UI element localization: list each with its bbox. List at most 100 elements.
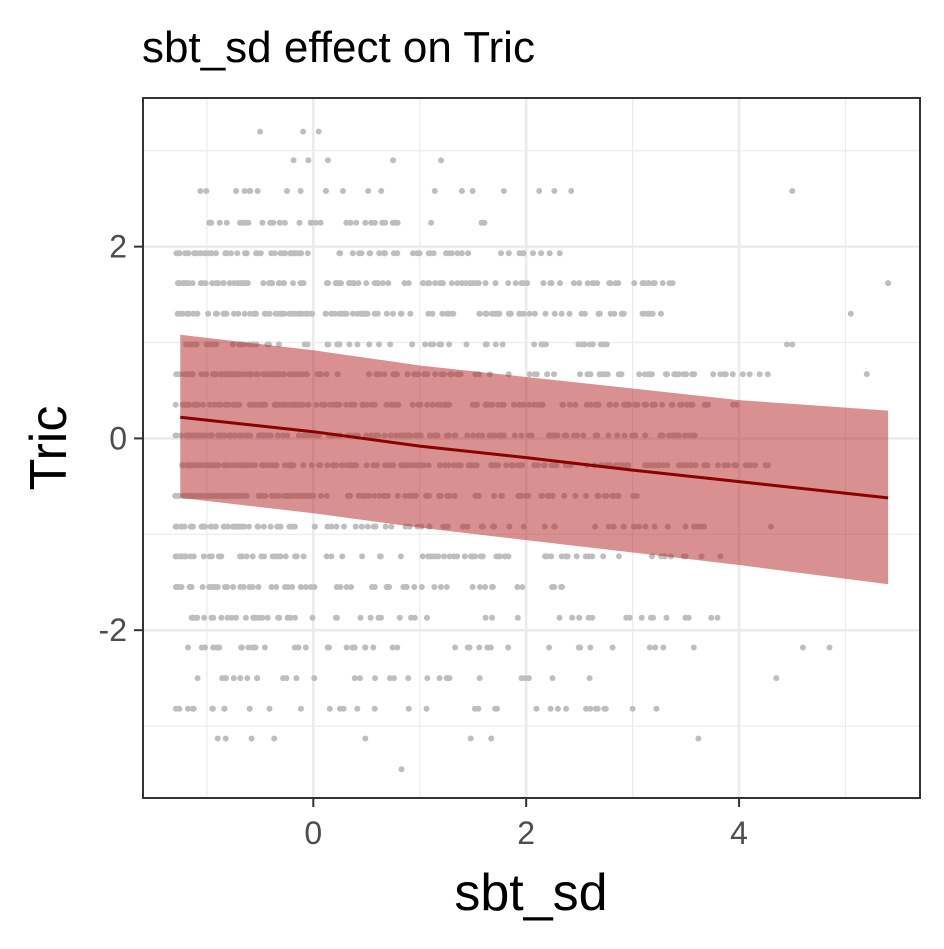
data-point bbox=[714, 614, 721, 621]
data-point bbox=[185, 310, 192, 317]
data-point bbox=[584, 280, 591, 287]
data-point bbox=[556, 250, 563, 257]
data-point bbox=[439, 310, 446, 317]
data-point bbox=[218, 553, 225, 560]
data-point bbox=[210, 614, 217, 621]
data-point bbox=[616, 553, 622, 560]
data-point bbox=[328, 523, 335, 530]
data-point bbox=[271, 250, 278, 257]
data-point bbox=[300, 128, 307, 135]
data-point bbox=[438, 157, 445, 164]
data-point bbox=[459, 188, 465, 194]
data-point bbox=[351, 675, 358, 682]
x-tick-label: 2 bbox=[517, 815, 535, 851]
data-point bbox=[586, 675, 593, 682]
data-point bbox=[189, 614, 196, 621]
data-point bbox=[242, 614, 249, 621]
data-point bbox=[422, 341, 428, 348]
y-tick-label: 0 bbox=[109, 420, 127, 456]
data-point bbox=[209, 705, 216, 712]
data-point bbox=[237, 219, 243, 226]
data-point bbox=[247, 188, 254, 194]
data-point bbox=[885, 280, 892, 287]
data-point bbox=[606, 280, 613, 287]
data-point bbox=[445, 675, 452, 682]
data-point bbox=[492, 341, 499, 348]
data-point bbox=[201, 614, 208, 621]
data-point bbox=[602, 705, 609, 712]
data-point bbox=[273, 584, 280, 590]
data-point bbox=[177, 553, 184, 560]
data-point bbox=[365, 188, 372, 194]
data-point bbox=[530, 250, 536, 257]
data-point bbox=[194, 310, 200, 317]
data-point bbox=[341, 523, 347, 530]
data-point bbox=[340, 705, 347, 712]
data-point bbox=[551, 584, 558, 590]
data-point bbox=[629, 705, 636, 712]
data-point bbox=[546, 250, 553, 257]
data-point bbox=[324, 157, 331, 164]
data-point bbox=[254, 523, 261, 530]
data-point bbox=[226, 280, 233, 287]
data-point bbox=[222, 675, 229, 682]
data-point bbox=[662, 371, 669, 378]
data-point bbox=[500, 188, 507, 194]
data-point bbox=[255, 584, 262, 590]
data-point bbox=[647, 614, 654, 621]
data-point bbox=[376, 250, 383, 257]
data-point bbox=[432, 553, 439, 560]
data-point bbox=[191, 250, 198, 257]
data-point bbox=[354, 705, 361, 712]
data-point bbox=[458, 250, 465, 257]
data-point bbox=[248, 735, 255, 742]
data-point bbox=[366, 250, 373, 257]
data-point bbox=[449, 250, 455, 257]
data-point bbox=[443, 310, 450, 317]
data-point bbox=[323, 188, 329, 194]
data-point bbox=[397, 553, 404, 560]
data-point bbox=[242, 250, 249, 257]
data-point bbox=[556, 614, 563, 621]
data-point bbox=[235, 310, 242, 317]
data-point bbox=[175, 310, 182, 317]
data-point bbox=[287, 614, 294, 621]
data-point bbox=[222, 735, 229, 742]
data-point bbox=[401, 280, 408, 287]
data-point bbox=[558, 584, 565, 590]
data-point bbox=[502, 553, 509, 560]
data-point bbox=[305, 157, 312, 164]
data-point bbox=[443, 584, 450, 590]
data-point bbox=[279, 310, 286, 317]
data-point bbox=[514, 614, 521, 621]
data-point bbox=[208, 219, 215, 226]
data-point bbox=[436, 280, 443, 287]
data-point bbox=[548, 553, 555, 560]
data-point bbox=[254, 188, 261, 194]
data-point bbox=[253, 250, 260, 257]
data-point bbox=[317, 219, 324, 226]
data-point bbox=[297, 705, 304, 712]
panel-border bbox=[142, 97, 921, 799]
data-point bbox=[568, 188, 575, 194]
data-point bbox=[423, 705, 430, 712]
data-point bbox=[470, 280, 477, 287]
data-point bbox=[244, 675, 251, 682]
data-point bbox=[218, 614, 225, 621]
data-point bbox=[275, 553, 282, 560]
data-point bbox=[247, 310, 253, 317]
data-point bbox=[307, 584, 314, 590]
data-point bbox=[575, 341, 582, 348]
data-point bbox=[230, 280, 237, 287]
data-point bbox=[479, 553, 486, 560]
data-point bbox=[436, 341, 443, 348]
data-point bbox=[566, 310, 573, 317]
data-point bbox=[379, 219, 386, 226]
data-point bbox=[420, 280, 427, 287]
data-point bbox=[379, 280, 386, 287]
data-point bbox=[372, 675, 378, 682]
data-point bbox=[290, 250, 297, 257]
data-point bbox=[746, 371, 753, 378]
data-point bbox=[289, 310, 296, 317]
data-point bbox=[187, 523, 194, 530]
